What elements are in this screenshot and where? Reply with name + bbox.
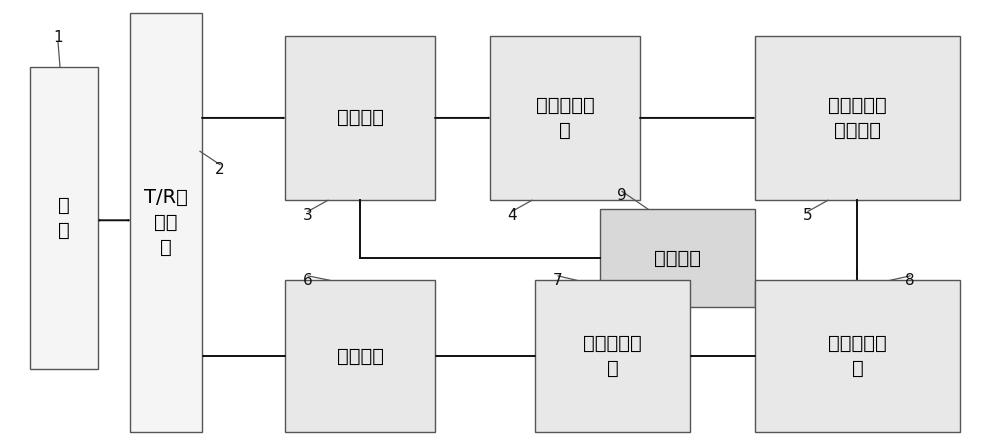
Bar bbox=[755, 280, 960, 432]
Bar bbox=[285, 36, 435, 200]
Bar bbox=[490, 36, 640, 200]
Bar bbox=[285, 280, 435, 432]
Bar bbox=[535, 280, 690, 432]
Text: 超声接收: 超声接收 bbox=[336, 109, 384, 127]
Text: 扫描控制: 扫描控制 bbox=[654, 249, 701, 267]
Text: 接收波束合
成: 接收波束合 成 bbox=[536, 96, 594, 140]
Bar bbox=[600, 209, 755, 307]
Text: 发射延时控
制: 发射延时控 制 bbox=[828, 334, 887, 378]
Bar bbox=[30, 67, 98, 369]
Text: 发射驱动: 发射驱动 bbox=[336, 347, 384, 365]
Text: 信号处理与
图像显示: 信号处理与 图像显示 bbox=[828, 96, 887, 140]
Text: 9: 9 bbox=[617, 188, 627, 203]
Bar bbox=[755, 36, 960, 200]
Text: 3: 3 bbox=[303, 208, 313, 223]
Text: 发射波形产
生: 发射波形产 生 bbox=[583, 334, 642, 378]
Text: 4: 4 bbox=[507, 208, 517, 223]
Text: 7: 7 bbox=[553, 273, 563, 288]
Bar bbox=[130, 13, 202, 432]
Text: 6: 6 bbox=[303, 273, 313, 288]
Text: 5: 5 bbox=[803, 208, 813, 223]
Text: 8: 8 bbox=[905, 273, 915, 288]
Text: T/R转
换开
关: T/R转 换开 关 bbox=[144, 188, 188, 257]
Text: 2: 2 bbox=[215, 162, 225, 177]
Text: 探
头: 探 头 bbox=[58, 196, 70, 240]
Text: 1: 1 bbox=[53, 30, 63, 45]
